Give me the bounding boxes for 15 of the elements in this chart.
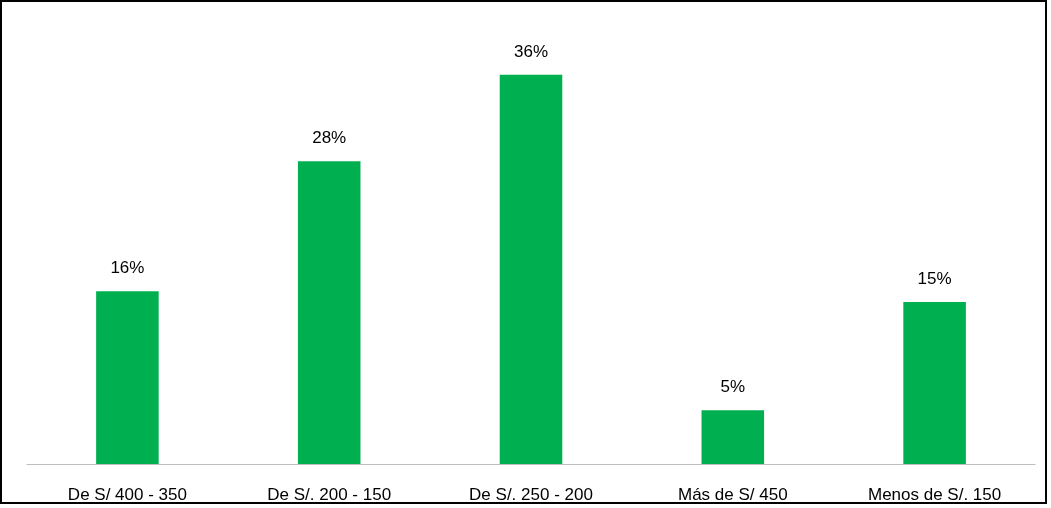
x-tick-label: Más de S/ 450 — [677, 484, 788, 504]
bar — [903, 302, 966, 465]
bar — [499, 74, 563, 465]
x-tick-label: De S/. 250 - 200 — [469, 484, 593, 504]
bar — [297, 161, 361, 465]
x-tick-label: Menos de S/. 150 — [867, 484, 1002, 504]
data-label: 15% — [917, 269, 952, 289]
bar — [96, 291, 159, 465]
x-tick-label: De S/. 200 - 150 — [267, 484, 392, 504]
data-label: 36% — [513, 41, 549, 61]
data-label: 28% — [312, 128, 347, 148]
data-label: 5% — [720, 377, 746, 397]
x-tick-label: De S/ 400 - 350 — [67, 484, 187, 504]
data-label: 16% — [110, 258, 145, 278]
bar — [701, 410, 765, 465]
